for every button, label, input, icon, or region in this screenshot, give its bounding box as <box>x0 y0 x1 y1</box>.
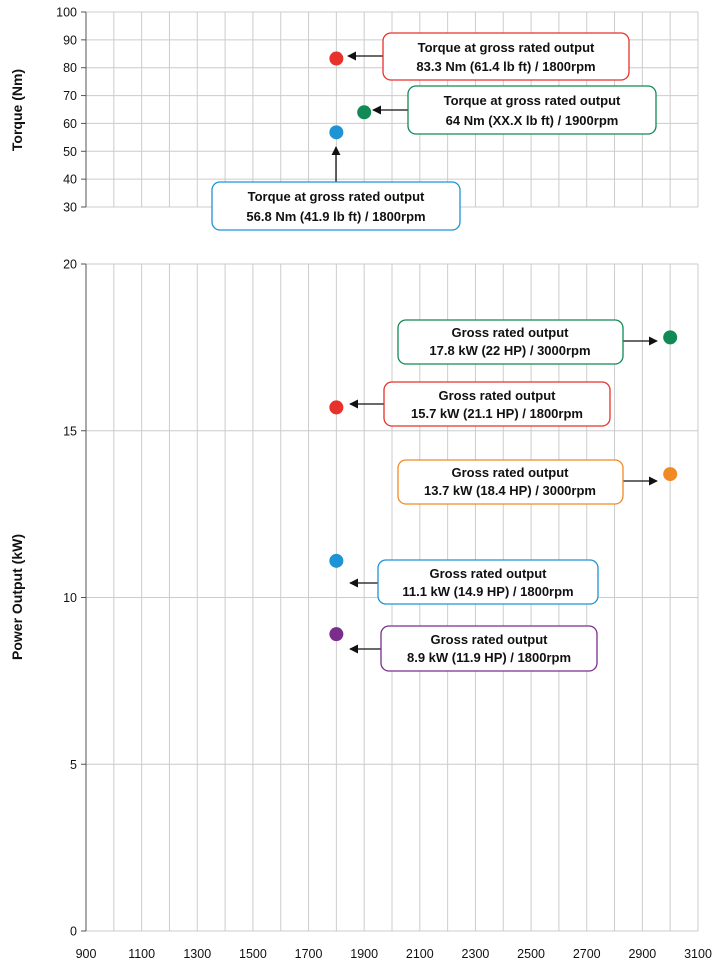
power-x-tick-label: 1300 <box>183 947 211 961</box>
torque-y-tick-label: 60 <box>63 117 77 131</box>
power-callouts: Gross rated output 17.8 kW (22 HP) / 300… <box>349 319 658 672</box>
power-y-tick-labels: 0 5 10 15 20 <box>63 258 86 939</box>
torque-callout-green-line1: Torque at gross rated output <box>444 93 621 108</box>
torque-y-tick-label: 40 <box>63 173 77 187</box>
power-callout-purple-box <box>380 625 598 672</box>
torque-callout-red-line2: 83.3 Nm (61.4 lb ft) / 1800rpm <box>416 59 595 74</box>
power-x-tick-label: 1100 <box>128 947 155 961</box>
power-x-tick-label: 2900 <box>628 947 656 961</box>
power-data-point-4 <box>329 627 344 642</box>
torque-callout-blue-line1: Torque at gross rated output <box>248 189 425 204</box>
torque-y-tick-label: 50 <box>63 145 77 159</box>
power-x-tick-label: 900 <box>76 947 97 961</box>
power-callout-purple: Gross rated output 8.9 kW (11.9 HP) / 18… <box>349 625 598 672</box>
power-callout-purple-line1: Gross rated output <box>430 632 548 647</box>
torque-callout-red: Torque at gross rated output 83.3 Nm (61… <box>347 32 630 81</box>
power-callout-orange-box <box>397 459 624 505</box>
torque-callout-green: Torque at gross rated output 64 Nm (XX.X… <box>372 85 657 135</box>
torque-callouts: Torque at gross rated output 83.3 Nm (61… <box>211 32 657 231</box>
power-callout-green-line2: 17.8 kW (22 HP) / 3000rpm <box>429 343 590 358</box>
power-x-tick-label: 2500 <box>517 947 545 961</box>
torque-callout-red-box <box>382 32 630 81</box>
torque-y-tick-label: 100 <box>56 6 77 20</box>
power-x-tick-label: 1500 <box>239 947 267 961</box>
power-chart: 0 5 10 15 20 900 1100 1300 1500 1700 1900 2100 2300… <box>9 258 712 962</box>
power-callout-green: Gross rated output 17.8 kW (22 HP) / 300… <box>397 319 658 365</box>
power-callout-green-box <box>397 319 624 365</box>
power-callout-orange: Gross rated output 13.7 kW (18.4 HP) / 3… <box>397 459 658 505</box>
power-callout-red-line2: 15.7 kW (21.1 HP) / 1800rpm <box>411 406 583 421</box>
torque-y-tick-labels: 30 40 50 60 70 80 90 100 <box>56 6 86 215</box>
power-callout-orange-line2: 13.7 kW (18.4 HP) / 3000rpm <box>424 483 596 498</box>
power-y-tick-label: 0 <box>70 925 77 939</box>
power-x-tick-label: 1700 <box>295 947 323 961</box>
power-x-tick-label: 3100 <box>684 947 712 961</box>
torque-data-point-2 <box>329 125 344 140</box>
power-y-tick-label: 15 <box>63 424 77 438</box>
power-callout-red-line1: Gross rated output <box>438 388 556 403</box>
power-x-tick-label: 2700 <box>573 947 601 961</box>
torque-chart: 30 40 50 60 70 80 90 100 Torque (Nm) Torque at … <box>9 6 699 231</box>
torque-data-point-0 <box>329 51 344 66</box>
power-x-tick-label: 2300 <box>462 947 490 961</box>
torque-callout-red-line1: Torque at gross rated output <box>418 40 595 55</box>
power-y-tick-label: 5 <box>70 758 77 772</box>
power-callout-purple-line2: 8.9 kW (11.9 HP) / 1800rpm <box>407 650 571 665</box>
power-x-tick-labels: 900 1100 1300 1500 1700 1900 2100 2300 2500 2700 2… <box>76 947 712 961</box>
torque-points <box>329 51 372 140</box>
torque-y-tick-label: 70 <box>63 89 77 103</box>
power-y-axis-title: Power Output (kW) <box>9 534 25 660</box>
power-callout-blue: Gross rated output 11.1 kW (14.9 HP) / 1… <box>349 559 599 605</box>
power-y-tick-label: 10 <box>63 591 77 605</box>
torque-y-tick-label: 90 <box>63 33 77 47</box>
power-y-tick-label: 20 <box>63 258 77 272</box>
power-data-point-3 <box>329 553 344 568</box>
power-callout-green-line1: Gross rated output <box>451 325 569 340</box>
torque-y-tick-label: 80 <box>63 61 77 75</box>
torque-callout-blue-line2: 56.8 Nm (41.9 lb ft) / 1800rpm <box>246 209 425 224</box>
torque-callout-blue: Torque at gross rated output 56.8 Nm (41… <box>211 146 461 231</box>
power-callout-blue-line2: 11.1 kW (14.9 HP) / 1800rpm <box>402 584 573 599</box>
power-callout-red: Gross rated output 15.7 kW (21.1 HP) / 1… <box>349 381 611 427</box>
power-x-tick-label: 2100 <box>406 947 434 961</box>
power-callout-blue-box <box>377 559 599 605</box>
torque-callout-blue-box <box>211 181 461 231</box>
power-data-point-1 <box>329 400 344 415</box>
power-callout-red-box <box>383 381 611 427</box>
power-callout-orange-line1: Gross rated output <box>451 465 569 480</box>
power-x-tick-label: 1900 <box>350 947 378 961</box>
power-data-point-0 <box>663 330 678 345</box>
power-points <box>329 330 678 642</box>
power-callout-blue-line1: Gross rated output <box>429 566 547 581</box>
torque-callout-green-line2: 64 Nm (XX.X lb ft) / 1900rpm <box>446 113 619 128</box>
power-data-point-2 <box>663 467 678 482</box>
torque-y-tick-label: 30 <box>63 201 77 215</box>
torque-y-axis-title: Torque (Nm) <box>9 69 25 151</box>
torque-callout-green-box <box>407 85 657 135</box>
torque-data-point-1 <box>357 105 372 120</box>
